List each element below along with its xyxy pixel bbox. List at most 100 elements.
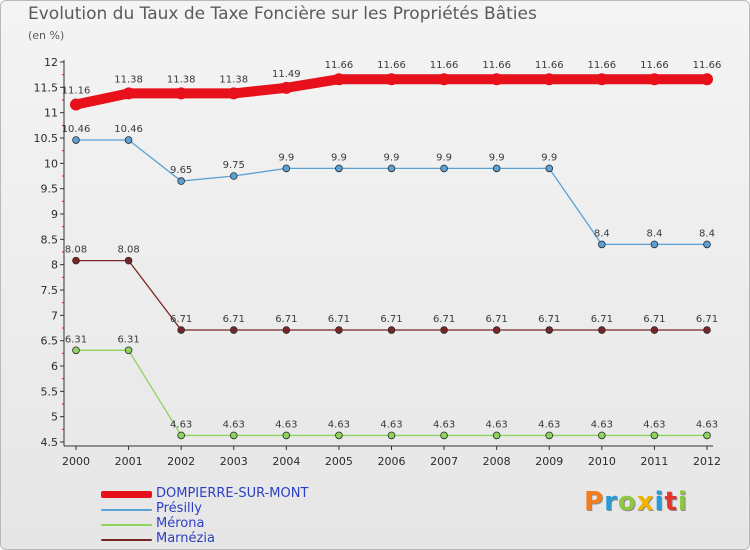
data-point [282,164,291,173]
data-point [124,136,133,144]
data-point [229,172,238,180]
data-point [701,73,713,86]
data-label: 11.16 [62,86,91,97]
y-tick-label: 12 [44,56,58,69]
data-label: 4.63 [170,419,192,430]
data-label: 8.08 [65,245,87,256]
y-tick-label: 6 [51,360,58,373]
data-point [387,326,396,334]
data-point [595,73,608,86]
data-label: 6.71 [643,314,665,325]
data-point [543,73,556,86]
chart-subtitle: (en %) [28,29,65,42]
data-point [124,346,133,355]
x-tick-label: 2007 [430,455,458,468]
data-label: 11.66 [430,60,459,71]
y-tick-label: 6.5 [41,335,59,348]
data-label: 9.9 [278,152,294,163]
data-label: 8.08 [117,245,139,256]
brand-logo-letter: P [584,487,605,517]
brand-logo: Proxiti [584,487,688,517]
data-label: 4.63 [328,419,350,430]
x-tick-label: 2002 [167,455,195,468]
data-label: 11.66 [640,60,669,71]
data-label: 11.66 [535,60,564,71]
data-label: 4.63 [380,419,402,430]
data-label: 6.71 [328,314,350,325]
x-tick-label: 2009 [535,455,563,468]
data-point [492,326,501,334]
y-tick-label: 11.5 [34,81,59,94]
x-tick-label: 2010 [588,455,616,468]
data-label: 6.71 [380,314,402,325]
data-label: 4.63 [643,419,665,430]
data-label: 4.63 [223,419,245,430]
data-point [440,431,448,440]
brand-logo-letter: i [677,487,688,517]
data-label: 6.31 [65,334,87,345]
data-label: 6.71 [486,314,508,325]
data-label: 9.9 [436,152,452,163]
data-label: 10.46 [62,124,91,135]
data-label: 11.66 [693,60,722,71]
data-label: 11.66 [377,60,406,71]
x-tick-label: 2008 [483,455,511,468]
x-tick-label: 2000 [62,455,90,468]
data-label: 4.63 [275,419,297,430]
x-tick-label: 2005 [325,455,353,468]
data-label: 9.75 [223,160,245,171]
data-point [648,73,661,86]
data-point [490,73,503,86]
y-tick-label: 8 [51,259,58,272]
data-point [332,73,345,86]
legend-swatch-presilly [101,509,152,511]
y-tick-label: 10.5 [34,132,59,145]
data-point [598,431,606,440]
data-point [227,87,240,100]
data-point [545,326,554,334]
data-label: 11.38 [114,74,143,85]
data-point [177,431,185,440]
y-tick-label: 5.5 [41,385,59,398]
data-label: 9.65 [170,165,192,176]
x-tick-label: 2004 [272,455,300,468]
data-label: 10.46 [114,124,143,135]
x-tick-label: 2003 [220,455,248,468]
data-label: 9.9 [384,152,400,163]
chart-title: Evolution du Taux de Taxe Foncière sur l… [28,4,537,24]
y-tick-label: 7.5 [41,284,59,297]
data-point [177,326,185,334]
data-point [175,87,188,100]
brand-logo-letter: t [664,487,678,517]
legend-swatch-merona [101,524,152,526]
data-label: 11.66 [482,60,511,71]
data-point [650,240,659,249]
data-label: 6.71 [275,314,297,325]
data-label: 6.71 [696,314,718,325]
data-label: 9.9 [489,152,505,163]
data-point [335,326,343,334]
data-point [492,164,501,173]
data-point [72,346,80,355]
data-point [438,73,451,86]
data-point [124,256,133,265]
data-label: 6.71 [538,314,560,325]
data-label: 6.71 [433,314,455,325]
data-label: 6.31 [117,334,139,345]
data-point [229,431,238,440]
data-point [703,431,711,440]
data-label: 4.63 [591,419,613,430]
data-label: 4.63 [538,419,560,430]
data-point [440,164,448,173]
y-tick-label: 10 [44,157,58,170]
brand-logo-letter: r [604,487,618,517]
x-tick-label: 2006 [378,455,406,468]
legend-label-dompierre: DOMPIERRE-SUR-MONT [156,486,309,501]
data-point [122,87,135,100]
data-label: 11.66 [588,60,617,71]
data-point [703,240,711,249]
data-label: 8.4 [594,228,610,239]
data-label: 6.71 [170,314,192,325]
